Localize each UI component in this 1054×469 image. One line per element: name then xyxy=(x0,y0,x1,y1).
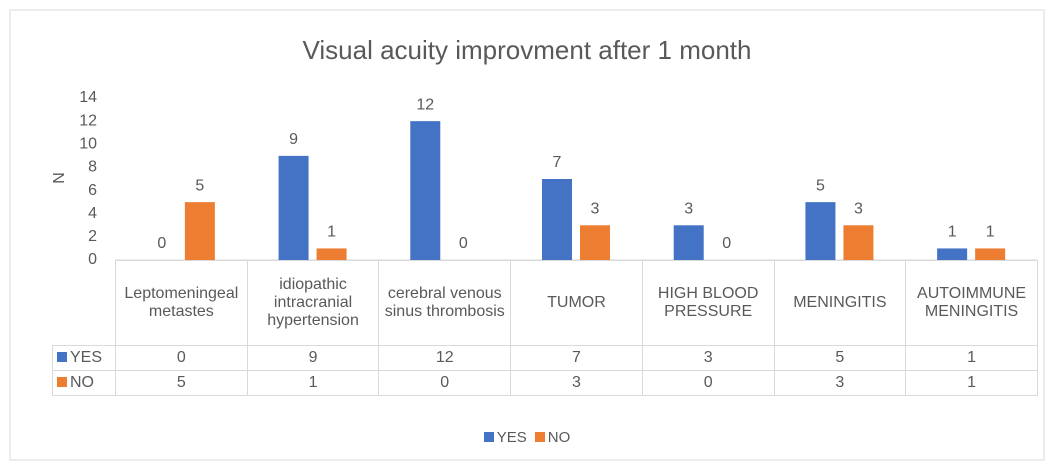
category-label: Leptomeningeal metastes xyxy=(115,260,248,346)
data-label: 0 xyxy=(157,235,166,252)
series-name: NO xyxy=(70,374,94,391)
bar xyxy=(184,202,215,260)
series-name: YES xyxy=(70,349,103,366)
legend-label: NO xyxy=(547,429,571,446)
data-label: 1 xyxy=(327,224,336,241)
table-value: 7 xyxy=(510,345,643,371)
legend-swatch xyxy=(534,432,545,442)
table-value: 0 xyxy=(378,370,512,396)
data-label: 12 xyxy=(416,96,434,113)
data-table: Leptomeningeal metastes idiopathic intrac… xyxy=(52,260,1038,396)
table-value: 0 xyxy=(115,345,248,371)
legend-item: YES xyxy=(483,429,527,446)
table-value: 5 xyxy=(773,345,907,371)
bar xyxy=(805,202,836,260)
data-label: 3 xyxy=(591,201,600,218)
data-label: 5 xyxy=(816,177,825,194)
data-label: 7 xyxy=(553,154,562,171)
bar xyxy=(580,225,610,260)
category-label: idiopathic intracranial hypertension xyxy=(246,260,380,346)
data-label: 9 xyxy=(289,131,298,148)
bar xyxy=(975,248,1006,260)
table-value: 1 xyxy=(246,370,380,396)
bar xyxy=(843,225,874,260)
bar xyxy=(316,248,347,260)
bar xyxy=(937,248,968,260)
legend-swatch xyxy=(483,432,494,442)
table-value: 1 xyxy=(905,345,1038,371)
table-value: 12 xyxy=(378,345,512,371)
data-label: 1 xyxy=(986,224,995,241)
y-tick-label: 10 xyxy=(79,136,97,153)
table-value: 9 xyxy=(246,345,380,371)
table-value: 5 xyxy=(115,370,248,396)
y-tick-label: 6 xyxy=(88,182,97,199)
category-label: AUTOIMMUNE MENINGITIS xyxy=(905,260,1038,346)
data-label: 1 xyxy=(948,224,957,241)
data-label: 5 xyxy=(195,177,204,194)
table-row: Leptomeningeal metastes idiopathic intrac… xyxy=(52,260,1038,346)
y-tick-label: 2 xyxy=(88,228,97,245)
legend-item: NO xyxy=(534,429,571,446)
legend-swatch xyxy=(57,377,67,387)
table-row: YES 0 9 12 7 3 5 1 xyxy=(52,345,1038,371)
y-tick-label: 0 xyxy=(88,251,97,268)
category-label: TUMOR xyxy=(510,260,643,346)
table-value: 1 xyxy=(905,370,1038,396)
category-label: MENINGITIS xyxy=(773,260,907,346)
chart-title: Visual acuity improvment after 1 month xyxy=(303,35,752,65)
bar xyxy=(542,179,572,260)
series-key: YES xyxy=(52,345,116,371)
y-axis-label: N xyxy=(51,172,68,184)
bar xyxy=(673,225,704,260)
category-label: HIGH BLOOD PRESSURE xyxy=(641,260,775,346)
category-label: cerebral venous sinus thrombosis xyxy=(378,260,512,346)
table-row: NO 5 1 0 3 0 3 1 xyxy=(52,370,1038,396)
legend: YES NO xyxy=(0,429,1054,446)
data-label: 3 xyxy=(854,201,863,218)
table-corner xyxy=(52,260,116,346)
legend-label: YES xyxy=(496,429,527,446)
y-tick-label: 4 xyxy=(88,205,97,222)
table-value: 0 xyxy=(641,370,775,396)
bar xyxy=(410,121,441,261)
legend-swatch xyxy=(57,352,67,362)
table-value: 3 xyxy=(641,345,775,371)
y-tick-label: 12 xyxy=(79,112,97,129)
y-tick-label: 8 xyxy=(88,159,97,176)
table-value: 3 xyxy=(510,370,643,396)
data-label: 3 xyxy=(684,201,693,218)
series-key: NO xyxy=(52,370,116,396)
data-label: 0 xyxy=(722,235,731,252)
table-value: 3 xyxy=(773,370,907,396)
data-label: 0 xyxy=(459,235,468,252)
y-tick-label: 14 xyxy=(79,89,97,106)
bar xyxy=(278,155,309,260)
